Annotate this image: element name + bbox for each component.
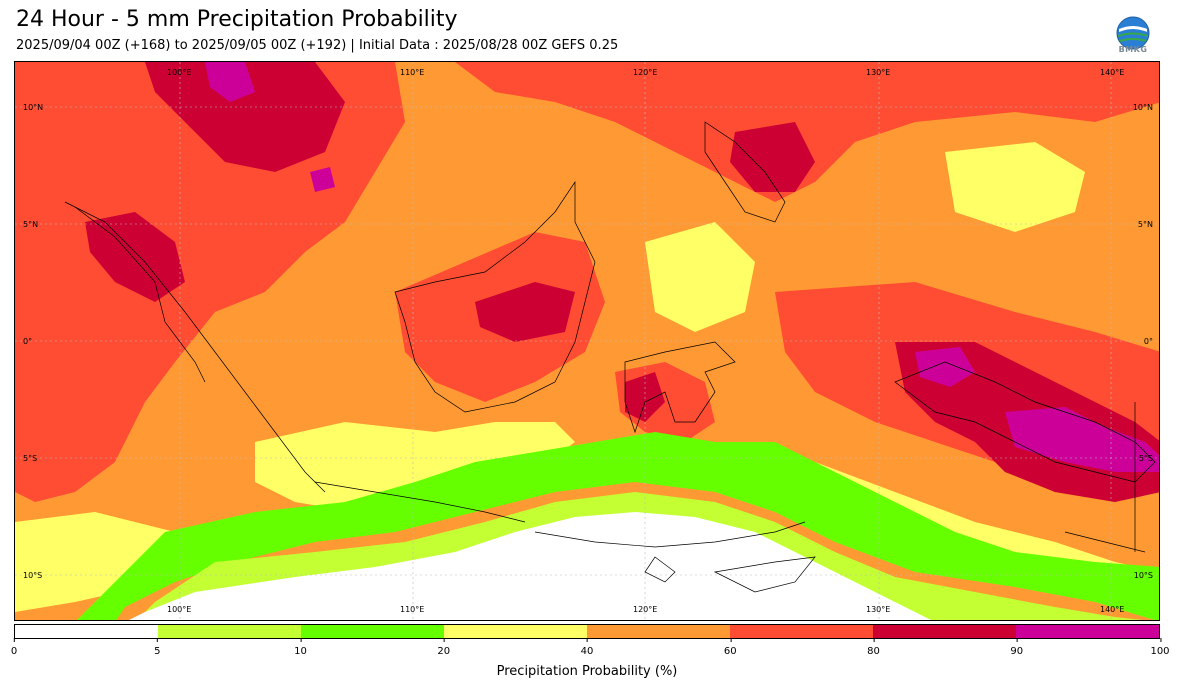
- colorbar-segment: [15, 625, 158, 638]
- field-20-40-java-sea: [255, 422, 575, 512]
- lat-label: 10°N: [1133, 103, 1153, 112]
- colorbar-tick-label: 60: [724, 638, 737, 657]
- colorbar-segment: [587, 625, 730, 638]
- field-80-90-indochina: [145, 62, 345, 172]
- lat-label: 0°: [1144, 337, 1153, 346]
- lon-label: 130°E: [866, 605, 890, 614]
- colorbar-segment: [301, 625, 444, 638]
- colorbar-segment: [158, 625, 301, 638]
- field-60-80-north: [455, 62, 1159, 202]
- lon-label: 120°E: [633, 68, 657, 77]
- chart-subtitle: 2025/09/04 00Z (+168) to 2025/09/05 00Z …: [16, 38, 619, 53]
- lat-label: 5°S: [23, 454, 37, 463]
- precipitation-map: 100°E 110°E 120°E 130°E 140°E 100°E 110°…: [14, 61, 1160, 621]
- field-0-5: [129, 512, 931, 620]
- lon-label: 140°E: [1100, 605, 1124, 614]
- map-canvas: 100°E 110°E 120°E 130°E 140°E 100°E 110°…: [15, 62, 1159, 620]
- lat-label: 10°N: [23, 103, 43, 112]
- colorbar-label: Precipitation Probability (%): [496, 664, 678, 679]
- colorbar-tick-label: 90: [1010, 638, 1023, 657]
- colorbar-tick-label: 80: [867, 638, 880, 657]
- lat-label: 5°S: [1139, 454, 1153, 463]
- colorbar-segment: [1016, 625, 1159, 638]
- lat-label: 5°N: [1138, 220, 1153, 229]
- field-90-100-a: [205, 62, 255, 102]
- colorbar-segment: [444, 625, 587, 638]
- field-10-20-band: [77, 432, 1159, 620]
- lon-label: 100°E: [167, 68, 191, 77]
- lon-label: 120°E: [633, 605, 657, 614]
- colorbar-segment: [873, 625, 1016, 638]
- chart-title: 24 Hour - 5 mm Precipitation Probability: [16, 7, 458, 32]
- field-80-90-malaya: [85, 212, 185, 302]
- bmkg-logo-icon: [1116, 16, 1150, 50]
- colorbar-tick-label: 0: [11, 638, 17, 657]
- lat-label: 5°N: [23, 220, 38, 229]
- lon-label: 110°E: [400, 68, 424, 77]
- colorbar-tick-label: 10: [294, 638, 307, 657]
- field-80-90-phil: [730, 122, 815, 192]
- lon-label: 100°E: [167, 605, 191, 614]
- colorbar-tick-label: 40: [581, 638, 593, 657]
- field-90-100-c: [1005, 407, 1159, 472]
- coastlines: [64, 121, 1156, 593]
- lat-label: 10°S: [23, 571, 42, 580]
- field-20-40-north: [945, 142, 1085, 232]
- field-80-90-borneo: [475, 282, 575, 342]
- colorbar-tick-label: 100: [1150, 638, 1170, 657]
- lon-label: 140°E: [1100, 68, 1124, 77]
- lat-label: 0°: [23, 337, 32, 346]
- field-60-80-west: [15, 62, 405, 502]
- lat-labels-right: 10°N 5°N 0° 5°S 10°S: [1133, 103, 1153, 580]
- colorbar-ticks: 0 5 10 20 40 60 80 90 100: [11, 638, 1170, 659]
- lon-labels-top: 100°E 110°E 120°E 130°E 140°E: [167, 68, 1124, 77]
- logo-caption: BMKG: [1118, 45, 1148, 54]
- lon-labels-bottom: 100°E 110°E 120°E 130°E 140°E: [167, 605, 1124, 614]
- lon-label: 110°E: [400, 605, 424, 614]
- colorbar: [14, 624, 1160, 639]
- lon-label: 130°E: [866, 68, 890, 77]
- field-90-100-b: [915, 347, 975, 387]
- field-20-40-mid: [645, 222, 755, 332]
- colorbar-tick-label: 5: [154, 638, 160, 657]
- colorbar-segment: [730, 625, 873, 638]
- field-90-100-d: [310, 167, 335, 192]
- lat-label: 10°S: [1134, 571, 1153, 580]
- lat-labels-left: 10°N 5°N 0° 5°S 10°S: [23, 103, 43, 580]
- colorbar-tick-label: 20: [437, 638, 450, 657]
